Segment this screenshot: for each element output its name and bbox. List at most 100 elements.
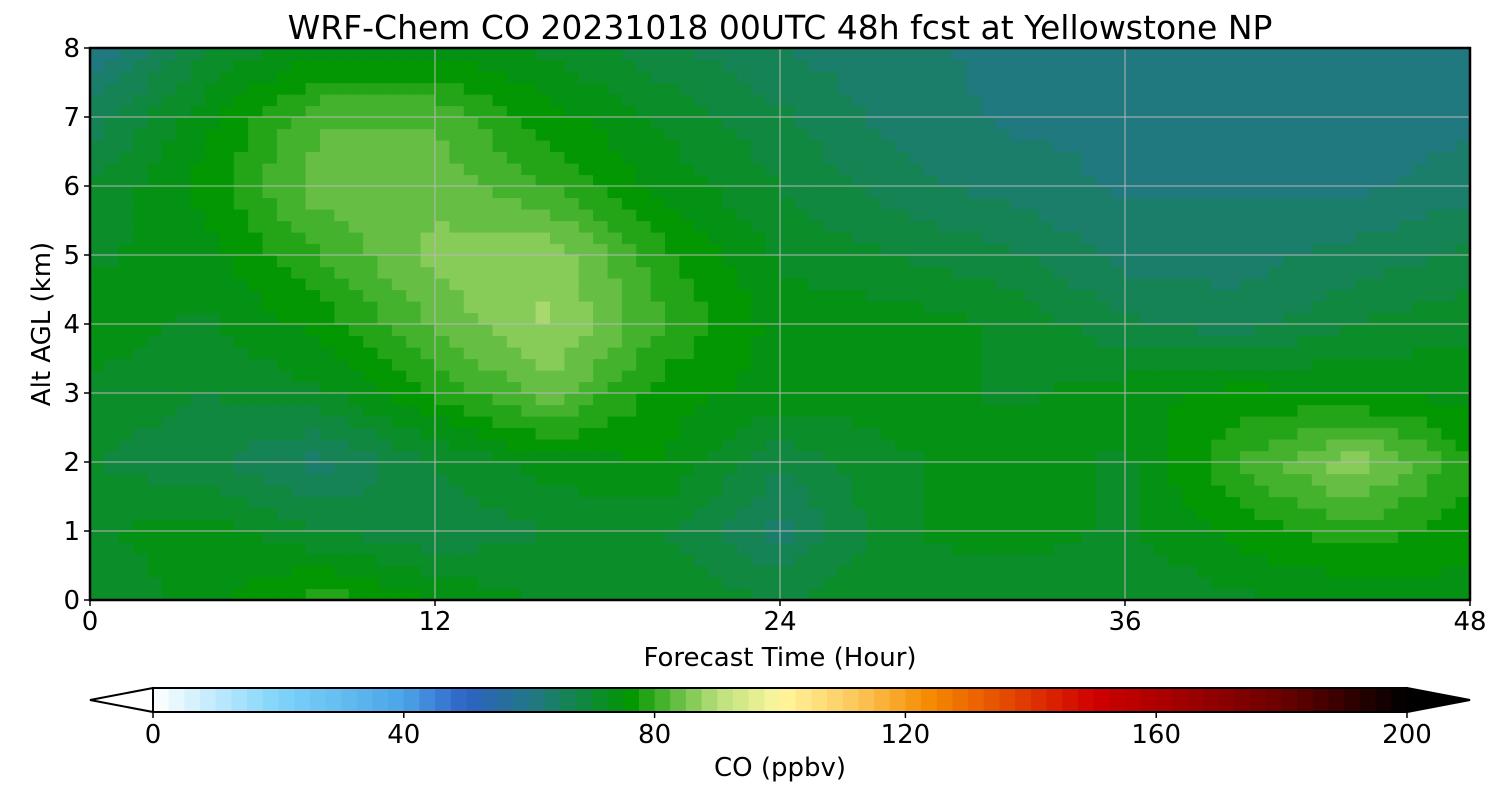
- heatmap-cell: [348, 232, 364, 245]
- heatmap-cell: [808, 508, 824, 521]
- heatmap-cell: [391, 531, 407, 544]
- heatmap-cell: [722, 140, 738, 153]
- heatmap-cell: [363, 462, 379, 475]
- heatmap-cell: [1297, 347, 1313, 360]
- heatmap-cell: [665, 381, 680, 394]
- heatmap-cell: [233, 519, 249, 532]
- heatmap-cell: [176, 82, 192, 95]
- heatmap-cell: [262, 243, 278, 256]
- heatmap-cell: [1139, 117, 1155, 130]
- heatmap-cell: [205, 82, 220, 95]
- heatmap-cell: [305, 151, 321, 164]
- heatmap-cell: [190, 577, 206, 590]
- heatmap-cell: [305, 209, 321, 222]
- heatmap-cell: [895, 393, 910, 406]
- heatmap-cell: [995, 128, 1011, 141]
- heatmap-cell: [1268, 404, 1284, 417]
- heatmap-cell: [995, 197, 1011, 210]
- heatmap-cell: [1455, 588, 1471, 601]
- heatmap-cell: [305, 508, 321, 521]
- heatmap-cell: [492, 358, 508, 371]
- heatmap-cell: [794, 335, 810, 348]
- heatmap-cell: [966, 266, 982, 279]
- heatmap-cell: [435, 531, 450, 544]
- heatmap-cell: [895, 59, 910, 72]
- heatmap-cell: [808, 163, 824, 176]
- heatmap-cell: [133, 71, 149, 84]
- heatmap-cell: [1225, 508, 1241, 521]
- heatmap-cell: [449, 542, 465, 555]
- heatmap-cell: [1326, 59, 1342, 72]
- heatmap-cell: [794, 496, 810, 509]
- heatmap-cell: [952, 577, 968, 590]
- heatmap-cell: [420, 450, 436, 463]
- heatmap-cell: [535, 71, 551, 84]
- heatmap-cell: [923, 255, 939, 268]
- heatmap-cell: [851, 404, 867, 417]
- heatmap-cell: [506, 174, 522, 187]
- heatmap-cell: [1096, 370, 1112, 383]
- heatmap-cell: [981, 439, 997, 452]
- heatmap-cell: [578, 324, 594, 337]
- heatmap-cell: [593, 588, 609, 601]
- heatmap-cell: [118, 381, 134, 394]
- heatmap-cell: [1441, 243, 1457, 256]
- heatmap-cell: [1398, 542, 1414, 555]
- heatmap-cell: [1455, 197, 1471, 210]
- heatmap-cell: [621, 473, 637, 486]
- heatmap-cell: [420, 232, 436, 245]
- heatmap-cell: [435, 416, 450, 429]
- heatmap-cell: [176, 416, 192, 429]
- heatmap-cell: [1398, 508, 1414, 521]
- heatmap-cell: [1311, 358, 1327, 371]
- heatmap-cell: [1426, 565, 1442, 578]
- heatmap-cell: [276, 542, 292, 555]
- heatmap-cell: [377, 496, 393, 509]
- heatmap-cell: [1398, 370, 1414, 383]
- heatmap-cell: [995, 554, 1011, 567]
- heatmap-cell: [305, 588, 321, 601]
- colorbar-segment: [748, 688, 765, 712]
- heatmap-cell: [449, 59, 465, 72]
- heatmap-cell: [808, 151, 824, 164]
- heatmap-cell: [1196, 278, 1212, 291]
- heatmap-cell: [320, 128, 335, 141]
- heatmap-cell: [176, 48, 192, 61]
- heatmap-cell: [1153, 289, 1169, 302]
- heatmap-cell: [1225, 485, 1241, 498]
- heatmap-cell: [1081, 117, 1097, 130]
- heatmap-cell: [1240, 209, 1255, 222]
- heatmap-cell: [1268, 565, 1284, 578]
- heatmap-cell: [966, 232, 982, 245]
- heatmap-cell: [1426, 519, 1442, 532]
- heatmap-cell: [348, 473, 364, 486]
- heatmap-cell: [1369, 577, 1385, 590]
- heatmap-cell: [133, 301, 149, 314]
- heatmap-cell: [794, 427, 810, 440]
- heatmap-cell: [578, 427, 594, 440]
- heatmap-cell: [736, 393, 752, 406]
- heatmap-cell: [205, 266, 220, 279]
- heatmap-cell: [751, 439, 767, 452]
- heatmap-cell: [406, 588, 422, 601]
- heatmap-cell: [722, 404, 738, 417]
- heatmap-cell: [449, 48, 465, 61]
- heatmap-cell: [1110, 266, 1126, 279]
- heatmap-cell: [320, 289, 335, 302]
- heatmap-cell: [895, 462, 910, 475]
- heatmap-cell: [463, 59, 479, 72]
- heatmap-cell: [262, 220, 278, 233]
- heatmap-cell: [521, 519, 537, 532]
- heatmap-cell: [190, 508, 206, 521]
- heatmap-cell: [1326, 473, 1342, 486]
- heatmap-cell: [794, 519, 810, 532]
- heatmap-cell: [248, 94, 264, 107]
- heatmap-cell: [1369, 197, 1385, 210]
- y-tick-label: 7: [63, 103, 80, 133]
- heatmap-cell: [708, 209, 724, 222]
- heatmap-cell: [1383, 416, 1399, 429]
- heatmap-cell: [205, 117, 220, 130]
- heatmap-cell: [363, 117, 379, 130]
- heatmap-cell: [808, 496, 824, 509]
- heatmap-cell: [1398, 404, 1414, 417]
